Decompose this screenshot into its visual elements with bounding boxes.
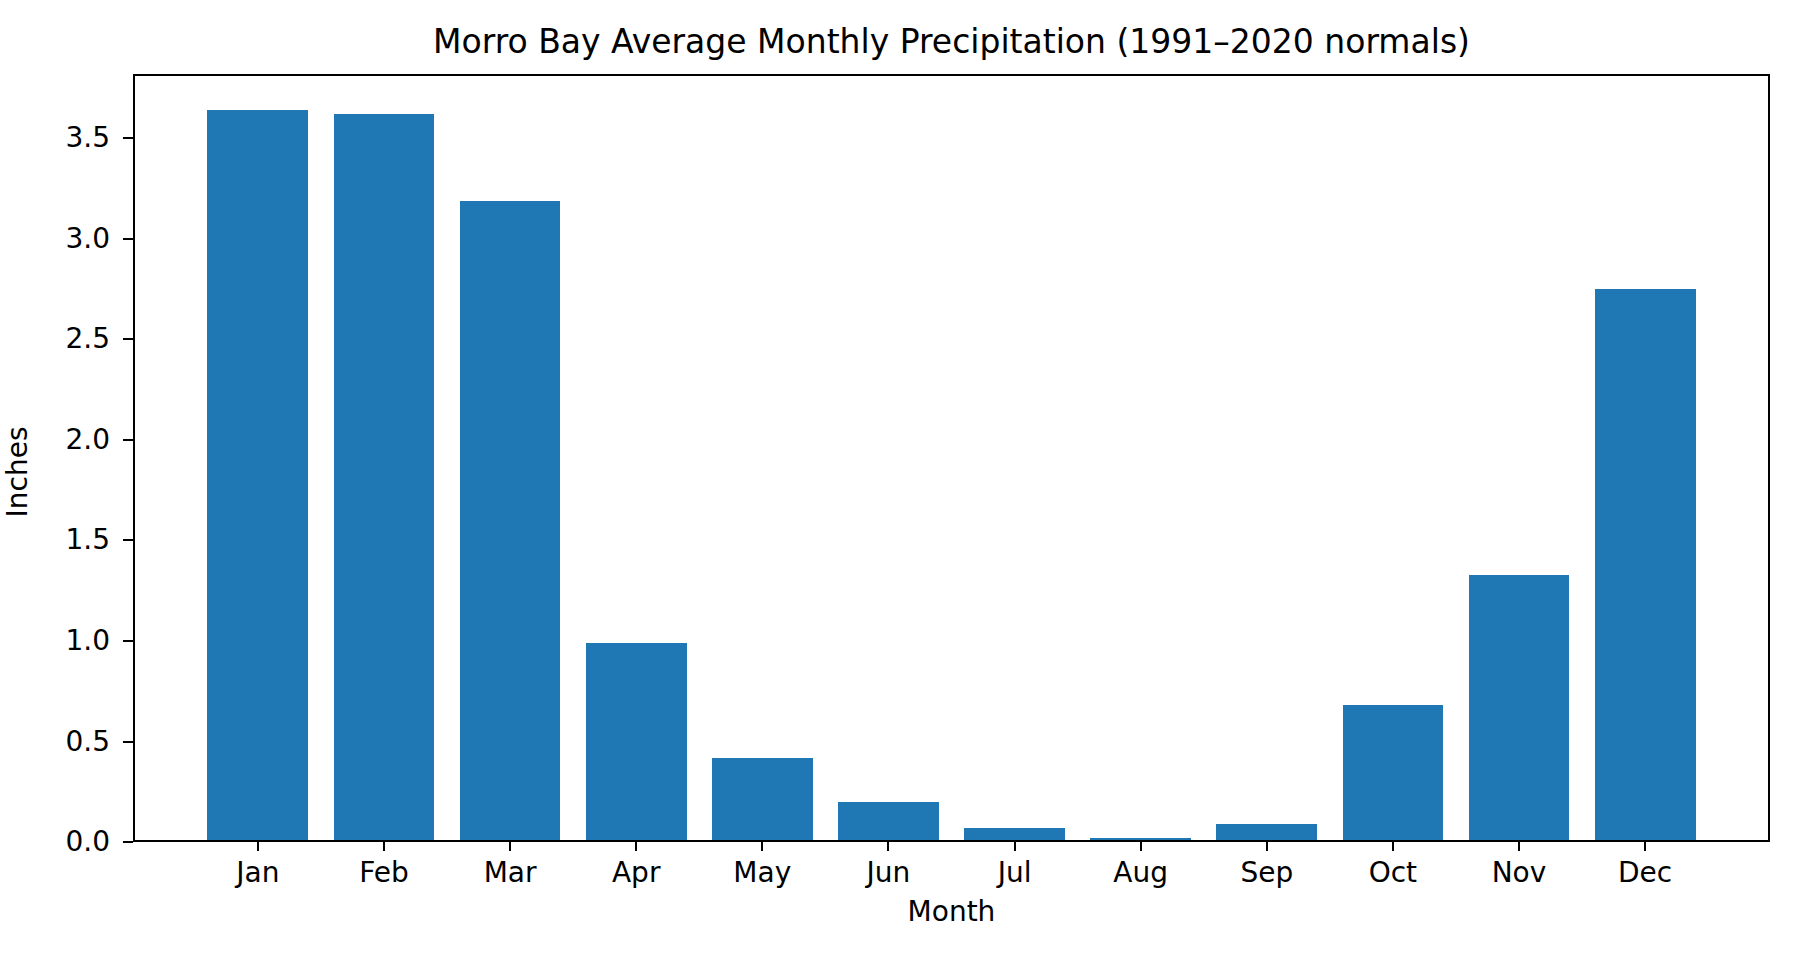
chart-title: Morro Bay Average Monthly Precipitation … (133, 24, 1770, 60)
bar-apr (586, 643, 687, 842)
right-spine (1768, 74, 1770, 842)
y-tick-label-2-0: 2.0 (0, 426, 110, 454)
y-tick-mark (123, 741, 133, 743)
x-tick-mark (383, 842, 385, 851)
x-tick-mark (1266, 842, 1268, 851)
x-tick-label-apr: Apr (566, 859, 706, 887)
top-spine (133, 74, 1770, 76)
x-tick-label-nov: Nov (1449, 859, 1589, 887)
y-tick-label-0-0: 0.0 (0, 828, 110, 856)
x-tick-label-jul: Jul (945, 859, 1085, 887)
x-tick-label-feb: Feb (314, 859, 454, 887)
bar-jan (207, 110, 308, 842)
x-tick-mark (635, 842, 637, 851)
x-tick-label-may: May (692, 859, 832, 887)
x-tick-mark (761, 842, 763, 851)
y-tick-label-1-5: 1.5 (0, 526, 110, 554)
y-tick-mark (123, 238, 133, 240)
y-tick-mark (123, 338, 133, 340)
y-tick-mark (123, 539, 133, 541)
x-tick-label-jun: Jun (818, 859, 958, 887)
bar-oct (1343, 705, 1444, 842)
plot-area (133, 74, 1770, 842)
x-tick-label-oct: Oct (1323, 859, 1463, 887)
x-tick-mark (1644, 842, 1646, 851)
x-tick-mark (1140, 842, 1142, 851)
x-tick-label-aug: Aug (1071, 859, 1211, 887)
x-axis-line (133, 840, 1770, 842)
x-tick-label-dec: Dec (1575, 859, 1715, 887)
y-tick-mark (123, 841, 133, 843)
y-tick-label-1-0: 1.0 (0, 627, 110, 655)
y-tick-mark (123, 137, 133, 139)
x-tick-mark (1518, 842, 1520, 851)
precipitation-bar-chart: Morro Bay Average Monthly Precipitation … (0, 0, 1800, 960)
bar-may (712, 758, 813, 842)
bar-jun (838, 802, 939, 842)
x-tick-mark (1392, 842, 1394, 851)
x-tick-mark (1014, 842, 1016, 851)
y-tick-mark (123, 640, 133, 642)
x-tick-mark (887, 842, 889, 851)
x-tick-mark (257, 842, 259, 851)
x-tick-mark (509, 842, 511, 851)
y-tick-label-3-0: 3.0 (0, 225, 110, 253)
y-tick-mark (123, 439, 133, 441)
x-tick-label-mar: Mar (440, 859, 580, 887)
bar-nov (1469, 575, 1570, 842)
y-tick-label-0-5: 0.5 (0, 728, 110, 756)
x-tick-label-jan: Jan (188, 859, 328, 887)
x-tick-label-sep: Sep (1197, 859, 1337, 887)
bar-mar (460, 201, 561, 842)
bar-feb (334, 114, 435, 842)
y-tick-label-3-5: 3.5 (0, 124, 110, 152)
x-axis-label: Month (133, 898, 1770, 926)
bar-dec (1595, 289, 1696, 842)
left-spine (133, 74, 135, 842)
y-tick-label-2-5: 2.5 (0, 325, 110, 353)
